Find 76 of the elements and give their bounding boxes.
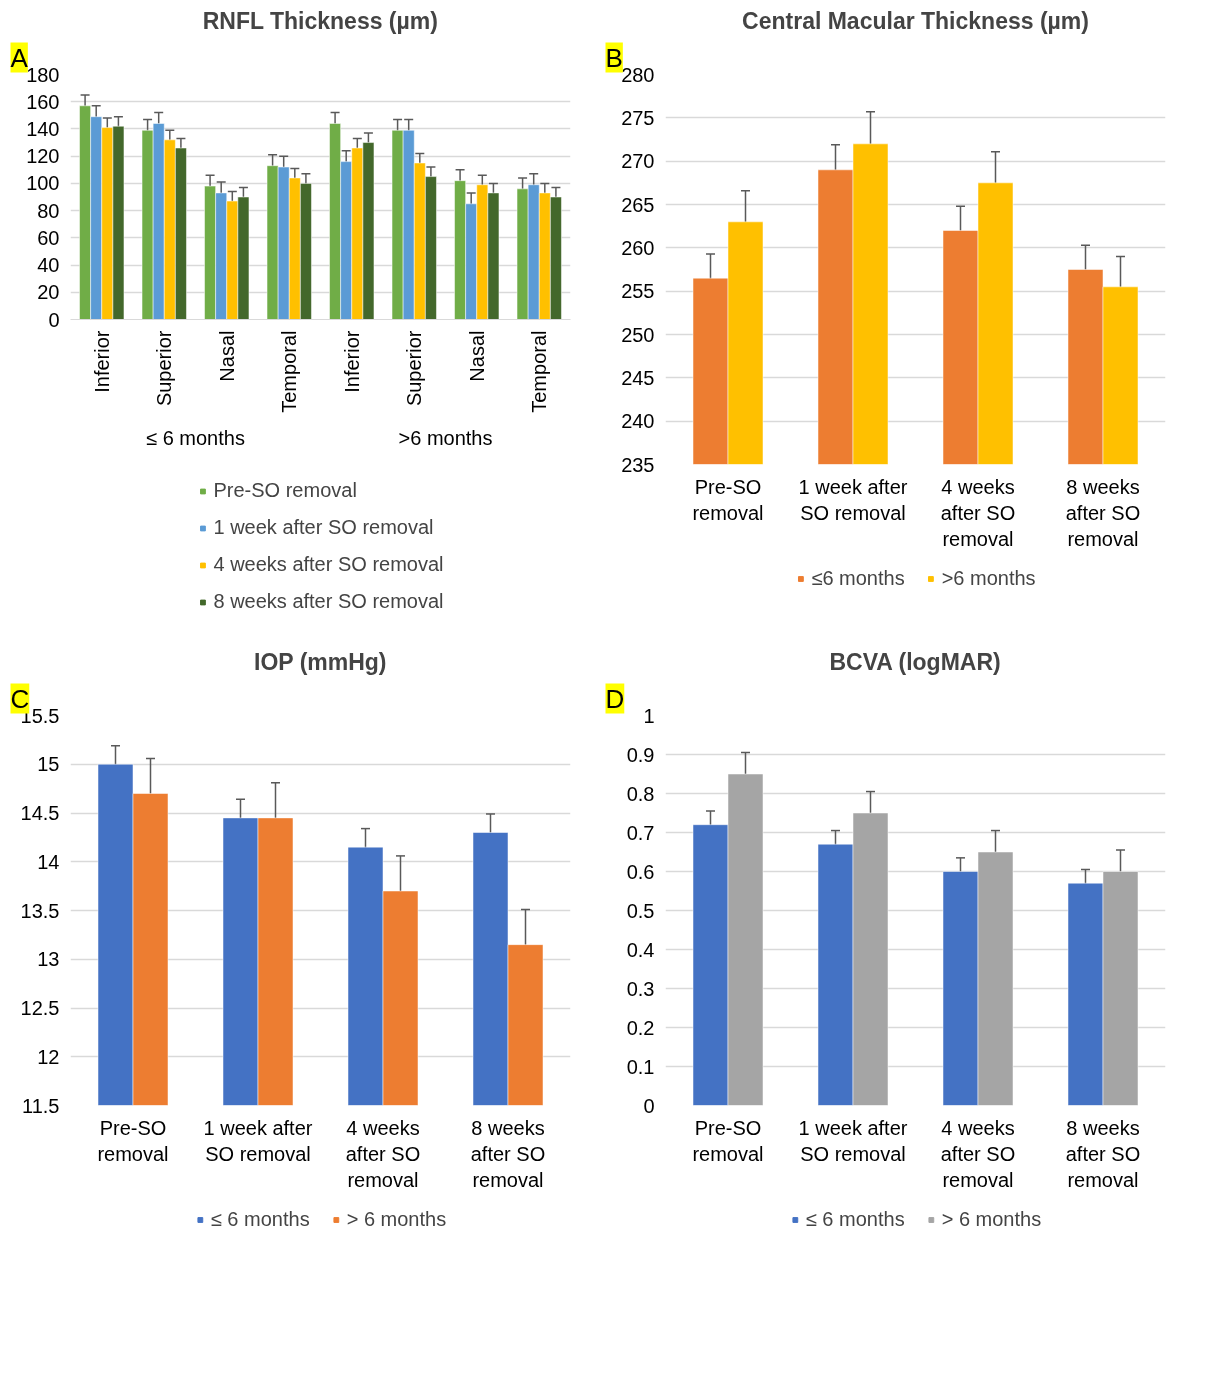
x-tick-label: 8 weeks after SO removal (470, 1116, 546, 1192)
x-tick-label: 8 weeks after SO removal (1065, 475, 1141, 551)
legend-label: ≤ 6 months (805, 1207, 905, 1231)
y-tick-label: 1 (643, 704, 655, 727)
y-tick-label: 265 (621, 193, 655, 216)
y-tick-label: 14.5 (20, 802, 60, 824)
y-tick-label: 60 (37, 226, 60, 249)
x-tick-label: Pre-SO removal (692, 1116, 764, 1165)
x-tick-label: 1 week after SO removal (798, 1116, 908, 1165)
y-tick-label: 40 (37, 254, 60, 277)
y-tick-label: 0.8 (626, 782, 655, 805)
y-tick-label: 0.6 (626, 860, 655, 883)
y-tick-label: 120 (26, 145, 60, 168)
x-tick-label: Nasal (215, 330, 238, 382)
y-tick-label: 0.9 (626, 743, 655, 766)
x-tick-label: Temporal (278, 330, 301, 413)
legend-label: ≤6 months (811, 566, 905, 590)
y-tick-label: 100 (26, 172, 60, 195)
x-tick-label: Pre-SO removal (692, 475, 764, 524)
legend-label: >6 months (941, 566, 1036, 590)
y-tick-label: 0.7 (626, 821, 655, 844)
y-tick-label: 0.2 (626, 1016, 655, 1039)
y-tick-label: 270 (621, 150, 655, 173)
y-tick-label: 140 (26, 117, 60, 140)
chart-title: RNFL Thickness (µm) (202, 7, 438, 34)
text: B (605, 42, 623, 73)
legend-label: ≤ 6 months (210, 1207, 310, 1231)
y-tick-label: 12.5 (20, 997, 60, 1019)
y-tick-label: 180 (26, 63, 60, 86)
text: ≤ 6 months (146, 426, 245, 449)
y-tick-label: 0 (48, 308, 60, 331)
y-tick-label: 15 (37, 753, 60, 776)
y-tick-label: 14 (37, 850, 60, 873)
x-tick-label: 4 weeks after SO removal (345, 1116, 421, 1192)
text: D (605, 683, 625, 714)
y-tick-label: 240 (621, 410, 655, 433)
x-tick-label: Inferior (90, 330, 113, 393)
chart-title: IOP (mmHg) (254, 648, 387, 675)
x-tick-label: 4 weeks after SO removal (940, 1116, 1016, 1192)
x-tick-label: 8 weeks after SO removal (1065, 1116, 1141, 1192)
y-tick-label: 0.1 (626, 1055, 655, 1078)
legend-label: > 6 months (941, 1207, 1042, 1231)
chart-title: BCVA (logMAR) (829, 648, 1001, 675)
x-tick-label: Inferior (340, 330, 363, 393)
x-tick-label: 4 weeks after SO removal (940, 475, 1016, 551)
y-tick-label: 275 (621, 106, 655, 129)
y-tick-label: 20 (37, 281, 60, 304)
y-tick-label: 12 (37, 1045, 60, 1068)
x-tick-label: Superior (403, 330, 426, 407)
x-tick-label: 1 week after SO removal (798, 475, 908, 524)
y-tick-label: 260 (621, 236, 655, 259)
y-tick-label: 160 (26, 90, 60, 113)
y-tick-label: 80 (37, 199, 60, 222)
y-tick-label: 11.5 (22, 1094, 60, 1117)
x-tick-label: Superior (153, 330, 176, 407)
y-tick-label: 13.5 (20, 899, 60, 922)
y-tick-label: 250 (621, 323, 655, 346)
y-tick-label: 245 (621, 366, 655, 389)
y-tick-label: 0 (643, 1094, 655, 1117)
y-tick-label: 13 (37, 948, 60, 971)
text: >6 months (398, 426, 493, 449)
y-tick-label: 0.5 (626, 899, 655, 922)
x-tick-label: Nasal (465, 330, 488, 382)
chart-title: Central Macular Thickness (µm) (742, 7, 1089, 34)
legend-label: 4 weeks after SO removal (213, 553, 444, 576)
x-tick-label: Temporal (528, 330, 551, 413)
y-tick-label: 280 (621, 63, 655, 86)
y-tick-label: 255 (621, 280, 655, 303)
x-tick-label: 1 week after SO removal (203, 1116, 313, 1165)
legend-label: > 6 months (346, 1207, 447, 1231)
y-tick-label: 235 (621, 453, 655, 476)
y-tick-label: 0.4 (626, 938, 655, 961)
legend-label: 8 weeks after SO removal (213, 590, 444, 613)
text: A (10, 42, 29, 73)
y-tick-label: 0.3 (626, 977, 655, 1000)
x-tick-label: Pre-SO removal (97, 1116, 169, 1165)
